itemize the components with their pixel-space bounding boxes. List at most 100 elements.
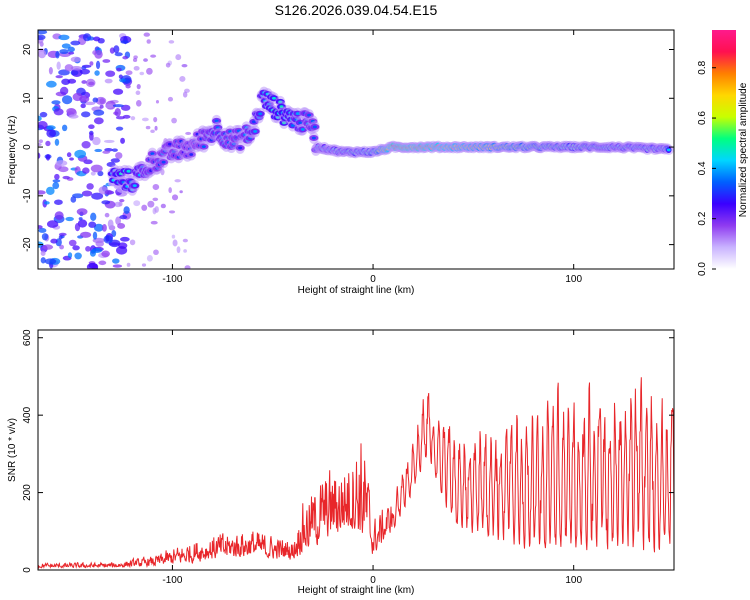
snr-y-ticks: 0 200 400 600 xyxy=(22,329,674,573)
spectrogram-x-label: Height of straight line (km) xyxy=(298,285,415,296)
spectrogram-noise-blob xyxy=(110,158,120,163)
snr-y-tick-label: 600 xyxy=(22,329,33,346)
spectrogram-noise-blob xyxy=(87,36,95,41)
spectrogram-x-tick-label: 100 xyxy=(565,274,582,285)
spectrogram-noise-blob xyxy=(90,171,96,176)
spectrogram-noise-blob xyxy=(133,200,141,207)
spectrogram-noise-blob xyxy=(101,200,111,205)
spectrogram-ridge-core xyxy=(161,160,166,164)
spectrogram-ridge-core xyxy=(201,145,206,149)
spectrogram-noise-blob xyxy=(135,90,141,96)
spectrogram-noise-blob xyxy=(119,78,126,83)
spectrogram-y-label: Frequency (Hz) xyxy=(7,116,18,185)
spectrogram-noise-blob xyxy=(48,67,53,75)
spectrogram-noise-blob xyxy=(38,115,42,122)
spectrogram-ridge-core xyxy=(271,96,276,100)
spectrogram-noise-blob xyxy=(51,100,61,105)
spectrogram-noise-blob xyxy=(45,140,51,147)
spectrogram-noise-blob xyxy=(93,223,104,232)
spectrogram-noise-blob xyxy=(150,54,157,58)
spectrogram-noise-blob xyxy=(39,111,48,118)
spectrogram-noise-blob xyxy=(147,200,155,208)
spectrogram-ridge-core xyxy=(666,148,671,152)
spectrogram-noise-blob xyxy=(183,249,187,253)
spectrogram-noise-blob xyxy=(154,125,158,131)
spectrogram-noise-blob xyxy=(168,210,176,214)
spectrogram-noise-blob xyxy=(145,125,151,130)
spectrogram-noise-blob xyxy=(38,30,48,35)
spectrogram-ridge-core xyxy=(189,153,194,156)
spectrogram-noise-blob xyxy=(122,55,129,60)
spectrogram-noise-blob xyxy=(94,148,103,153)
spectrogram-ridge-core xyxy=(295,112,300,115)
spectrogram-noise-blob xyxy=(112,264,123,268)
spectrogram-noise-blob xyxy=(95,60,101,70)
spectrogram-noise-blob xyxy=(74,223,81,232)
spectrogram-ridge-core xyxy=(311,136,316,140)
spectrogram-noise-blob xyxy=(79,95,90,103)
spectrogram-noise-blob xyxy=(118,201,123,207)
spectrogram-noise-blob xyxy=(102,59,111,63)
colorbar-tick-label: 0.8 xyxy=(697,60,708,74)
spectrogram-noise-blob xyxy=(83,101,96,106)
spectrogram-noise-blob xyxy=(54,199,63,205)
spectrogram-frame xyxy=(37,29,675,270)
spectrogram-noise-blob xyxy=(53,108,64,116)
spectrogram-noise-blob xyxy=(143,58,148,62)
spectrogram-noise-blob xyxy=(116,246,128,255)
spectrogram-noise-blob xyxy=(41,233,49,241)
snr-series-line xyxy=(38,377,674,569)
spectrogram-x-tick-label: 0 xyxy=(370,274,376,285)
spectrogram-noise-blob xyxy=(112,258,120,264)
spectrogram-noise-blob xyxy=(94,49,103,59)
spectrogram-noise-blob xyxy=(120,236,130,242)
spectrogram-noise-blob xyxy=(107,219,114,229)
spectrogram-noise-blob xyxy=(64,64,74,72)
spectrogram-ridge-core xyxy=(150,152,155,156)
snr-y-label: SNR (10 * v/v) xyxy=(7,418,18,482)
spectrogram-noise-blob xyxy=(89,132,94,141)
spectrogram-noise-blob xyxy=(92,97,99,103)
spectrogram-noise-blob xyxy=(141,117,149,122)
spectrogram-noise-blob xyxy=(136,84,141,90)
spectrogram-noise-blob xyxy=(45,80,57,88)
spectrogram-noise-blob xyxy=(95,240,104,247)
spectrogram-noise-blob xyxy=(143,32,151,37)
spectrogram-noise-blob xyxy=(115,116,126,120)
spectrogram-noise-blob xyxy=(99,104,104,109)
spectrogram-noise-blob xyxy=(133,55,138,59)
spectrogram-noise-blob xyxy=(79,231,92,238)
spectrogram-noise-blob xyxy=(105,70,116,77)
spectrogram-noise-blob xyxy=(179,190,183,194)
spectrogram-noise-blob xyxy=(104,212,110,218)
spectrogram-noise-blob xyxy=(82,167,90,174)
spectrogram-noise-blob xyxy=(65,216,74,222)
spectrogram-noise-blob xyxy=(38,121,48,130)
spectrogram-noise-blob xyxy=(79,68,91,75)
spectrogram-noise-blob xyxy=(52,179,61,183)
spectrogram-noise-blob xyxy=(86,183,94,190)
spectrogram-noise-blob xyxy=(105,103,114,109)
colorbar-ticks: 0.0 0.2 0.4 0.6 0.8 xyxy=(697,60,716,276)
spectrogram-noise-blob xyxy=(38,152,41,159)
colorbar-scale xyxy=(712,30,736,269)
spectrogram-noise-blob xyxy=(76,208,88,216)
spectrogram-noise-blob xyxy=(43,201,50,205)
spectrogram-noise-blob xyxy=(120,137,125,144)
spectrogram-noise-blob xyxy=(160,203,166,209)
snr-frame xyxy=(37,329,675,571)
spectrogram-noise-blob xyxy=(40,257,46,264)
spectrogram-noise-blob xyxy=(141,204,148,211)
spectrogram-ridge-core xyxy=(126,169,131,173)
spectrogram-noise-blob xyxy=(81,66,87,70)
snr-x-ticks: -100 0 100 xyxy=(162,330,582,586)
spectrogram-noise-blob xyxy=(146,255,153,262)
spectrogram-noise-blob xyxy=(104,189,113,195)
spectrogram-noise-blob xyxy=(38,142,42,147)
spectrogram-noise-blob xyxy=(88,81,95,86)
spectrogram-marks xyxy=(38,30,674,269)
spectrogram-ridge-core xyxy=(238,146,243,150)
spectrogram-noise-blob xyxy=(115,152,123,159)
spectrogram-ridge-core xyxy=(258,112,263,116)
